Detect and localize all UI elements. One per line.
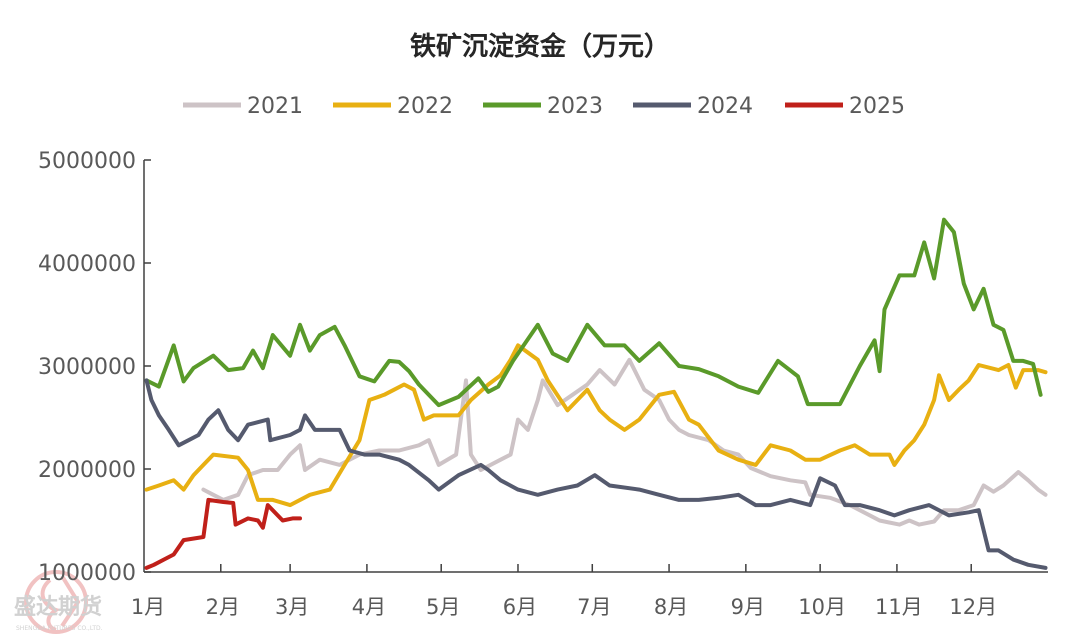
axes: 1000000 2000000 3000000 4000000 5000000 1月 2月 3…: [38, 149, 1048, 619]
legend-item-2021: 2021: [183, 94, 303, 119]
watermark-logo-mark: [40, 574, 81, 632]
watermark-logo-icon: [24, 570, 88, 634]
x-tick-label: 11月: [875, 595, 923, 619]
legend-label: 2025: [849, 94, 905, 119]
legend-label: 2021: [247, 94, 303, 119]
watermark-text: 盛达期货: [14, 594, 102, 620]
series-lines: [144, 217, 1048, 570]
legend-label: 2024: [697, 94, 753, 119]
y-tick-label: 2000000: [38, 458, 136, 483]
legend-label: 2023: [547, 94, 603, 119]
legend-item-2023: 2023: [483, 94, 603, 119]
x-tick-label: 8月: [654, 595, 688, 619]
series-line-2024: [144, 378, 1048, 570]
legend: 2021 2022 2023 2024 2025: [183, 94, 905, 119]
x-tick-label: 9月: [731, 595, 765, 619]
x-tick-label: 3月: [275, 595, 309, 619]
legend-item-2022: 2022: [333, 94, 453, 119]
x-tick-label: 12月: [949, 595, 997, 619]
series-line-2021: [201, 357, 1048, 527]
watermark-subtitle: SHENGDA FUTURES CO.,LTD.: [16, 625, 103, 632]
x-tick-label: 4月: [352, 595, 386, 619]
x-tick-label: 5月: [426, 595, 460, 619]
x-tick-label: 7月: [577, 595, 611, 619]
x-tick-label: 2月: [206, 595, 240, 619]
x-tick-label: 1月: [131, 595, 165, 619]
legend-label: 2022: [397, 94, 453, 119]
y-tick-label: 5000000: [38, 149, 136, 174]
watermark: 盛达期货 SHENGDA FUTURES CO.,LTD.: [14, 570, 103, 634]
series-line-2022: [144, 343, 1048, 508]
x-tick-label: 6月: [503, 595, 537, 619]
series-line-2025: [144, 497, 302, 570]
series-line-2023: [144, 217, 1043, 408]
y-tick-label: 3000000: [38, 355, 136, 380]
y-tick-label: 4000000: [38, 252, 136, 277]
x-tick-label: 10月: [798, 595, 846, 619]
legend-item-2024: 2024: [633, 94, 753, 119]
chart-title: 铁矿沉淀资金（万元）: [410, 31, 670, 62]
y-tick-label: 1000000: [38, 561, 136, 586]
legend-item-2025: 2025: [785, 94, 905, 119]
